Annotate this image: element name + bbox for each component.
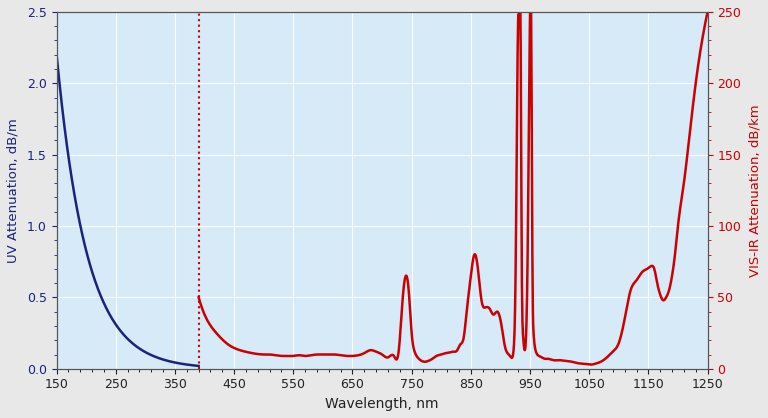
Y-axis label: UV Attenuation, dB/m: UV Attenuation, dB/m bbox=[7, 118, 20, 263]
X-axis label: Wavelength, nm: Wavelength, nm bbox=[326, 397, 439, 411]
Y-axis label: VIS-IR Attenuation, dB/km: VIS-IR Attenuation, dB/km bbox=[748, 104, 761, 277]
